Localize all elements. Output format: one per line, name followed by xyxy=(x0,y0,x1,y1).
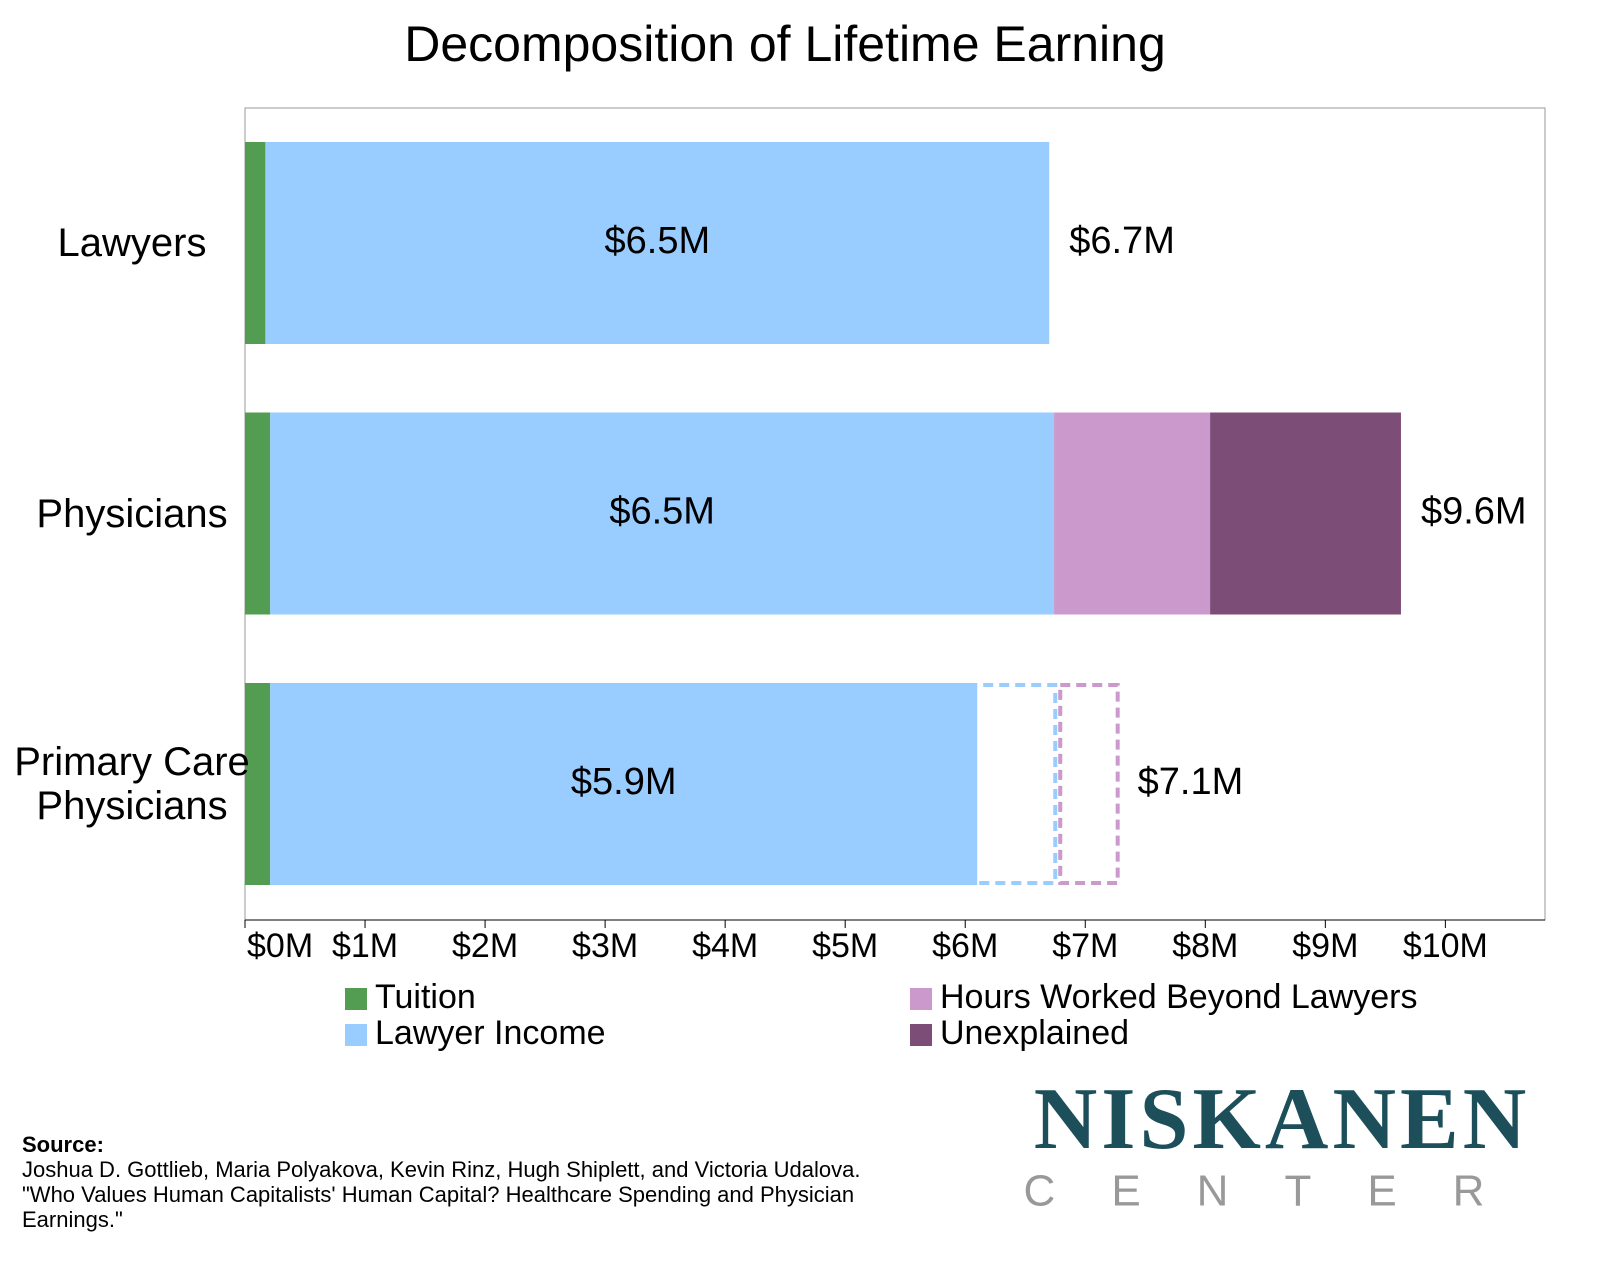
source-line: Joshua D. Gottlieb, Maria Polyakova, Kev… xyxy=(22,1157,861,1182)
source-line: "Who Values Human Capitalists' Human Cap… xyxy=(22,1182,855,1207)
legend-swatch xyxy=(345,988,367,1010)
chart-title: Decomposition of Lifetime Earning xyxy=(404,16,1166,72)
bar-segment xyxy=(265,142,1050,344)
x-tick-label: $8M xyxy=(1172,927,1238,965)
legend-swatch xyxy=(345,1024,367,1046)
x-tick-label: $4M xyxy=(692,927,758,965)
x-tick-label: $2M xyxy=(452,927,518,965)
source: Source: Joshua D. Gottlieb, Maria Polyak… xyxy=(22,1132,1022,1232)
bar-segment xyxy=(245,142,266,344)
bar-value-label: $5.9M xyxy=(571,761,677,803)
bar-segment xyxy=(1054,412,1211,615)
source-line: Earnings." xyxy=(22,1207,123,1232)
x-tick-label: $0M xyxy=(247,927,313,965)
logo-name: NISKANEN xyxy=(1034,1071,1531,1168)
x-tick-label: $10M xyxy=(1403,927,1488,965)
bar-segment xyxy=(245,412,271,615)
x-tick-label: $6M xyxy=(932,927,998,965)
bar-segment xyxy=(270,683,978,885)
legend-swatch xyxy=(910,988,932,1010)
source-label: Source: xyxy=(22,1132,104,1157)
category-label: Lawyers xyxy=(57,221,207,265)
legend-label: Unexplained xyxy=(940,1014,1129,1052)
x-tick-label: $3M xyxy=(572,927,638,965)
bar-value-label: $6.5M xyxy=(605,220,711,262)
x-tick-label: $9M xyxy=(1292,927,1358,965)
outline-segment xyxy=(1058,683,1120,885)
outline-segment xyxy=(293,683,1058,885)
bar-segment xyxy=(245,683,271,885)
total-label: $6.7M xyxy=(1069,220,1175,262)
legend-label: Hours Worked Beyond Lawyers xyxy=(940,978,1417,1016)
bar-segment xyxy=(1210,412,1401,615)
category-label: Primary Care Physicians xyxy=(14,740,250,828)
legend-label: Tuition xyxy=(375,978,476,1016)
total-label: $9.6M xyxy=(1421,491,1527,533)
bar-segment xyxy=(270,412,1055,615)
bar-value-label: $6.5M xyxy=(609,491,715,533)
category-label: Physicians xyxy=(36,491,228,536)
legend-label: Lawyer Income xyxy=(375,1014,606,1052)
x-tick-label: $7M xyxy=(1052,927,1118,965)
x-tick-label: $5M xyxy=(812,927,878,965)
legend-swatch xyxy=(910,1024,932,1046)
x-tick-label: $1M xyxy=(332,927,398,965)
total-label: $7.1M xyxy=(1138,761,1244,803)
logo-sub: CENTER xyxy=(1024,1167,1541,1216)
